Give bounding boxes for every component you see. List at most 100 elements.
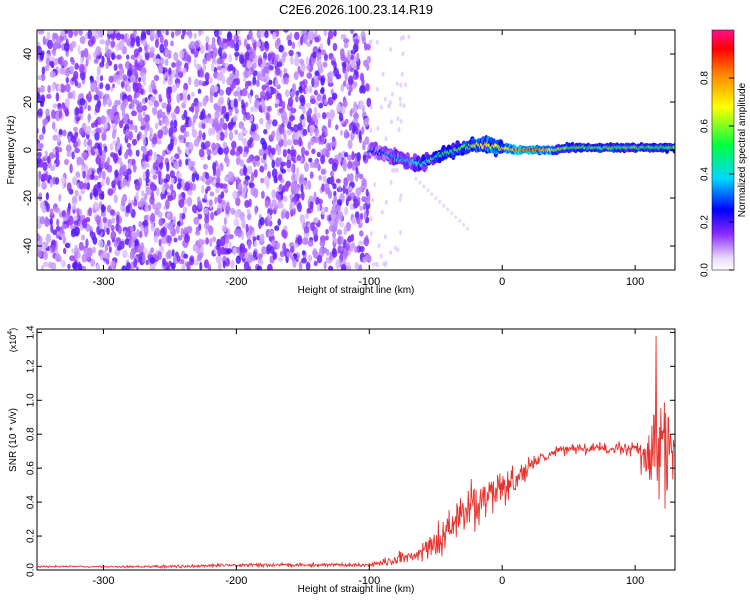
noise-speckle [45,192,50,201]
noise-speckle [320,49,327,56]
noise-speckle [144,127,148,137]
noise-speckle [266,244,272,252]
noise-speckle [286,139,293,146]
noise-speckle [235,197,241,207]
noise-speckle [158,238,162,247]
noise-speckle [369,39,373,45]
noise-speckle [345,261,351,270]
noise-speckle [271,130,276,138]
noise-speckle [54,252,61,262]
noise-speckle [82,170,86,179]
noise-speckle [132,163,137,173]
noise-speckle [80,56,84,66]
noise-speckle [200,44,205,54]
noise-speckle [116,142,120,151]
noise-speckle [256,72,262,81]
noise-speckle [108,265,112,270]
noise-speckle [299,214,305,224]
noise-speckle [209,95,213,104]
noise-speckle [295,90,300,96]
noise-speckle [286,166,292,173]
noise-speckle [151,106,158,115]
noise-speckle [301,191,305,201]
noise-speckle [362,140,366,150]
noise-speckle [199,261,203,270]
noise-speckle [353,43,359,53]
noise-speckle [126,262,131,270]
noise-speckle [127,163,131,170]
noise-speckle [99,82,104,90]
noise-speckle [187,189,193,196]
noise-speckle [158,218,164,227]
noise-speckle [124,33,128,43]
noise-speckle [313,106,318,117]
noise-speckle [235,255,241,264]
noise-speckle [135,100,140,106]
noise-speckle [174,161,180,170]
noise-speckle [113,194,118,204]
noise-speckle [216,238,221,248]
noise-speckle [264,162,268,171]
noise-speckle [335,259,340,268]
noise-speckle [271,159,276,169]
noise-speckle [313,158,319,168]
noise-speckle [111,52,115,61]
noise-speckle [278,174,283,181]
noise-speckle [297,202,302,213]
noise-speckle [252,75,257,86]
noise-speckle [322,175,327,183]
noise-speckle [137,245,143,254]
noise-speckle [308,85,313,94]
noise-speckle [59,67,65,75]
noise-speckle [225,111,230,122]
noise-speckle [281,53,286,63]
noise-speckle [330,175,335,186]
noise-speckle [60,259,66,268]
noise-speckle [285,210,290,220]
noise-speckle [127,118,131,125]
noise-speckle [51,82,56,92]
noise-speckle [82,182,88,190]
noise-speckle [220,67,227,74]
noise-speckle [331,136,336,143]
noise-speckle [228,241,232,249]
noise-speckle [56,158,60,166]
noise-speckle [71,40,77,48]
noise-speckle [375,86,379,92]
noise-speckle [181,212,186,220]
noise-speckle [202,64,207,71]
noise-speckle [276,61,283,68]
noise-speckle [252,48,256,59]
noise-speckle [365,188,369,197]
noise-speckle [38,192,43,202]
noise-speckle [181,192,186,198]
noise-speckle [202,96,208,107]
noise-speckle [129,123,135,131]
noise-speckle [255,101,260,109]
noise-speckle [359,72,365,82]
noise-speckle [58,128,63,136]
noise-speckle [52,121,56,130]
noise-speckle [137,54,143,60]
noise-speckle [178,30,182,35]
noise-speckle [206,52,212,62]
noise-speckle [228,54,233,63]
noise-speckle [316,52,322,61]
noise-speckle [149,30,155,38]
noise-speckle [353,69,358,75]
y-tick-label: 40 [22,48,34,60]
noise-speckle [246,213,252,221]
noise-speckle [158,93,162,100]
noise-speckle [117,225,122,235]
noise-speckle [202,163,208,170]
noise-speckle [298,136,303,147]
noise-speckle [150,247,155,254]
noise-speckle [289,242,295,248]
noise-speckle [221,74,226,85]
noise-speckle [277,218,282,226]
noise-speckle [163,39,169,48]
noise-speckle [94,32,100,40]
snr-series-line [37,335,675,570]
noise-speckle [117,73,123,81]
noise-speckle [62,129,67,137]
